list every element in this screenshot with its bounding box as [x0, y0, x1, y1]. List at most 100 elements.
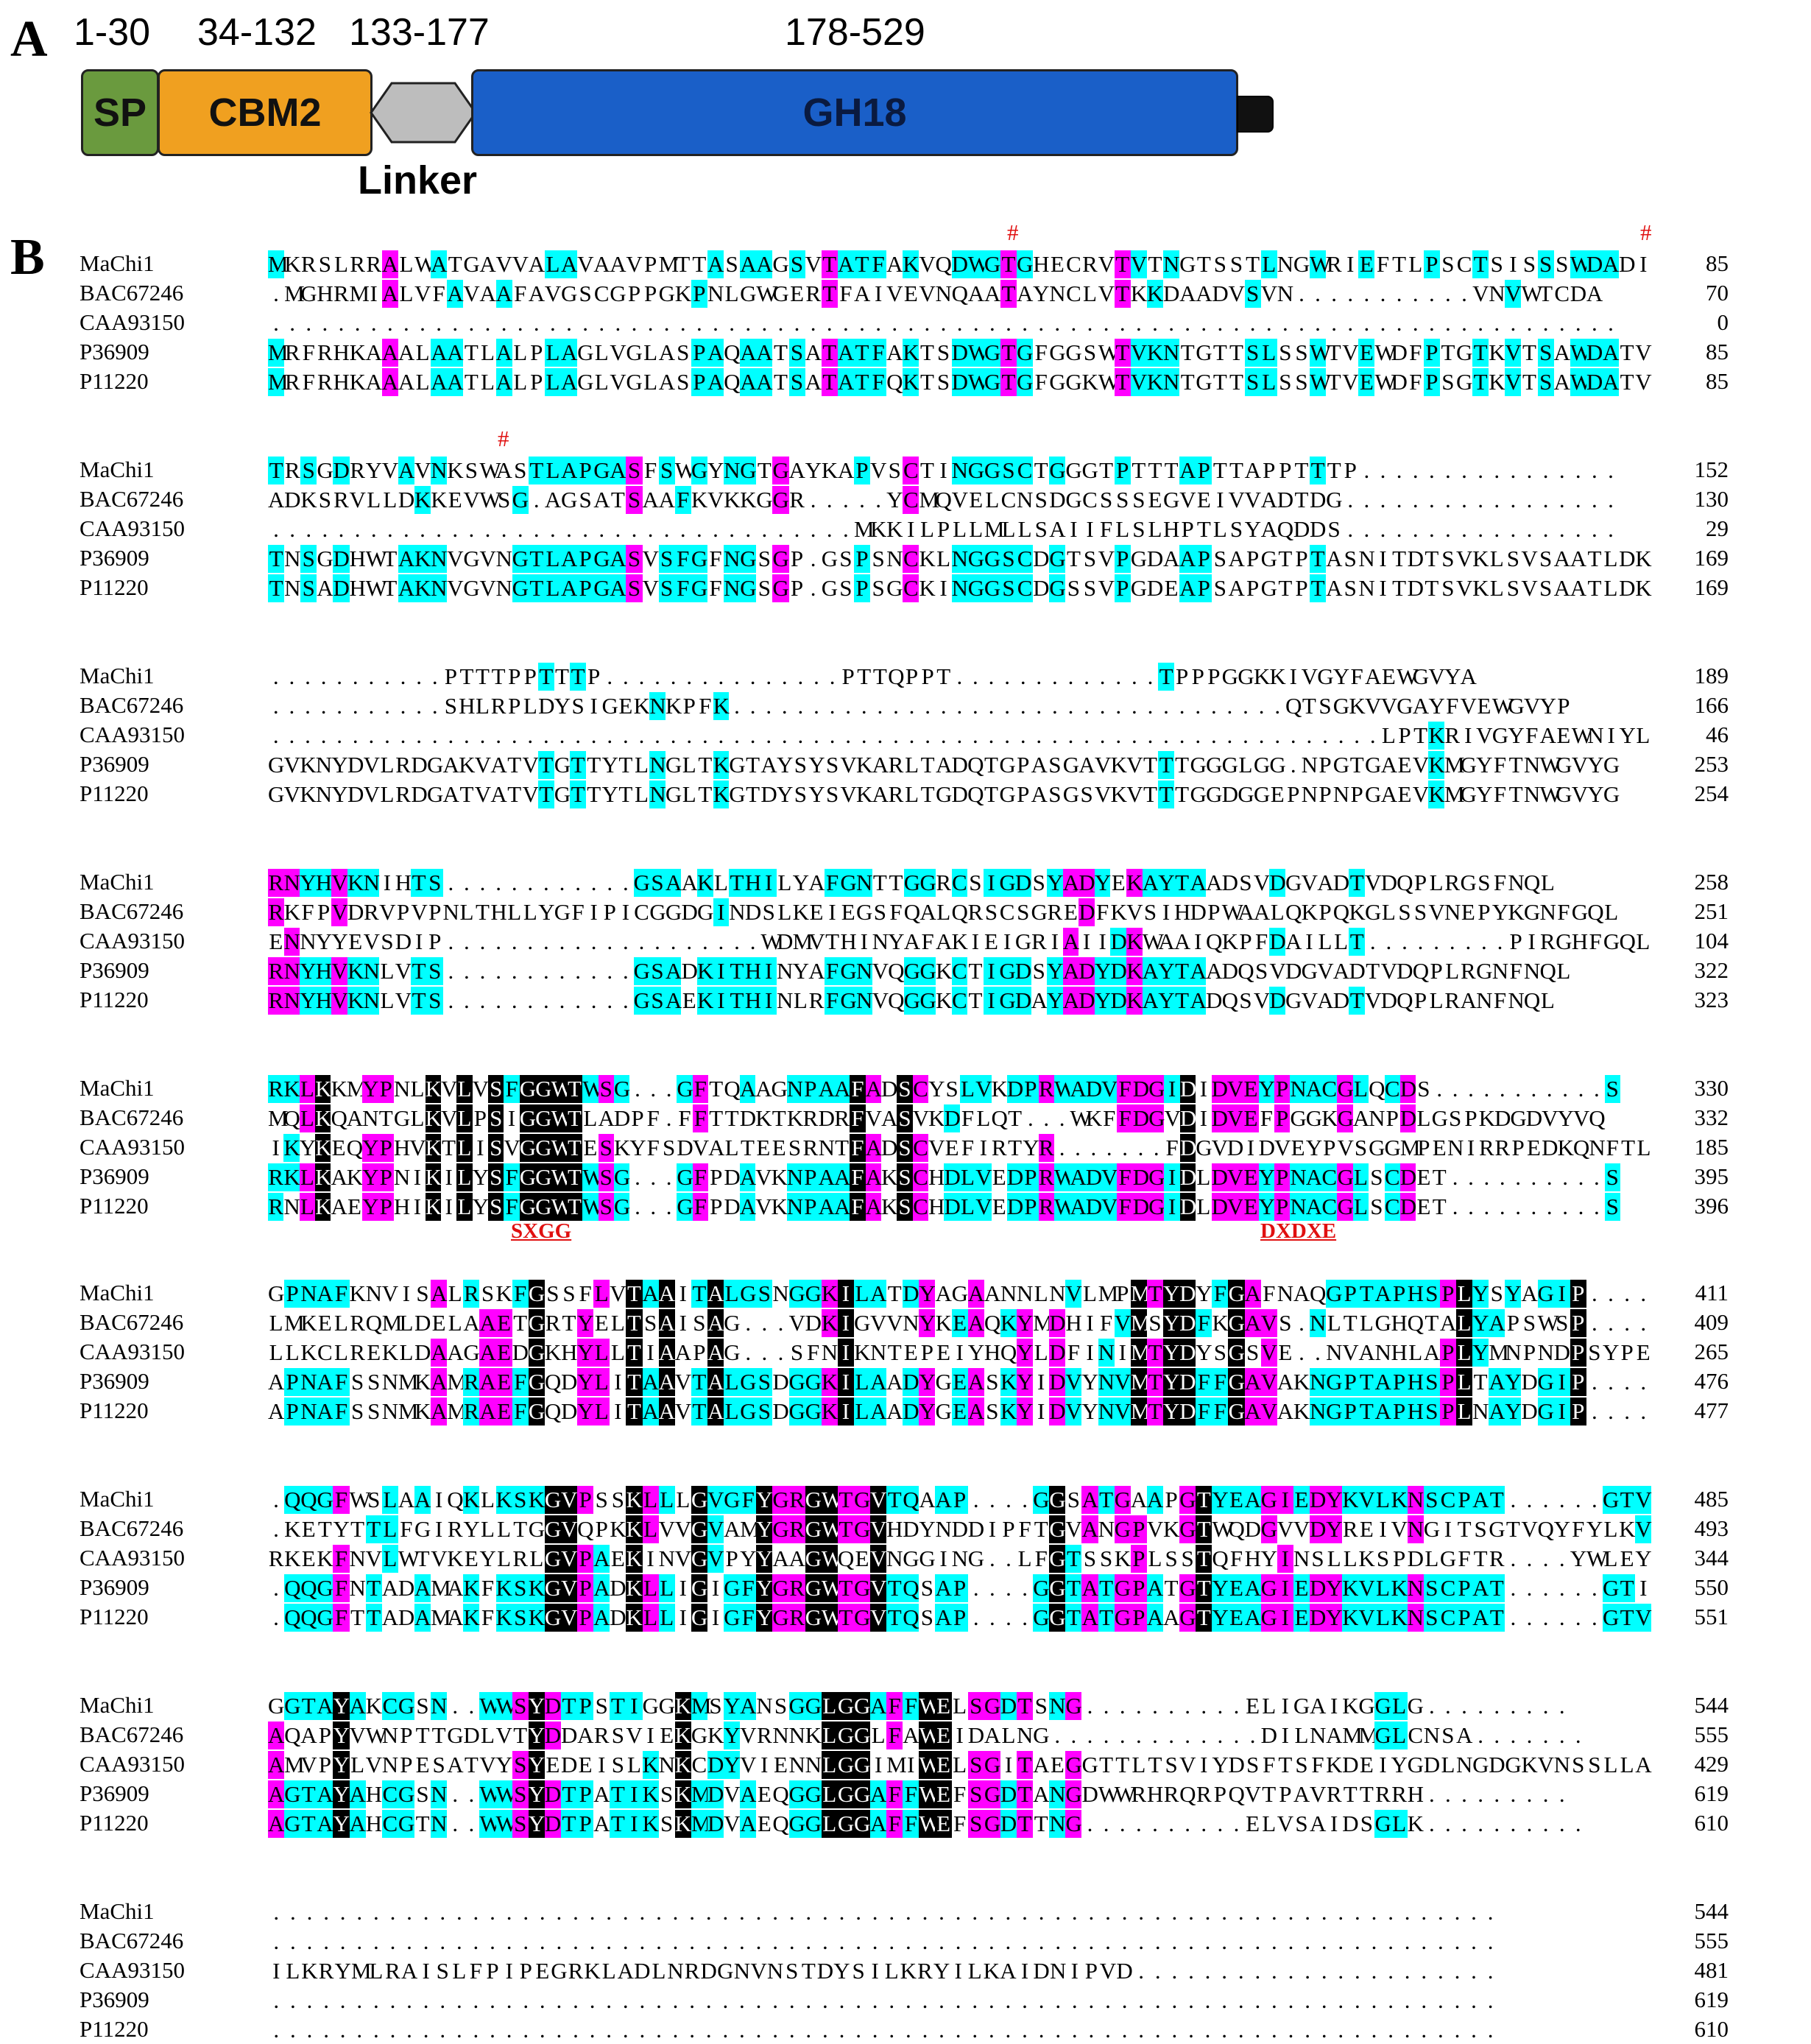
residue: C: [381, 1810, 398, 1838]
residue: P: [1423, 368, 1440, 396]
residue: .: [745, 1339, 752, 1365]
residue: Q: [903, 899, 921, 925]
residue: L: [459, 899, 474, 925]
residue: .: [745, 1310, 752, 1336]
residue: .: [739, 2017, 745, 2043]
residue: S: [1279, 1310, 1292, 1336]
residue: .: [1546, 1194, 1553, 1219]
residue: T: [1146, 1398, 1164, 1425]
residue: T: [1180, 339, 1195, 365]
residue: P: [1464, 1105, 1478, 1131]
residue: A: [1489, 1309, 1505, 1337]
residue: .: [1185, 1722, 1191, 1748]
residue: W: [479, 1810, 501, 1838]
residue: V: [381, 457, 399, 483]
residue: .: [1274, 693, 1281, 719]
residue: G: [535, 1104, 552, 1132]
residue: A: [837, 457, 855, 483]
residue: L: [593, 1368, 610, 1396]
residue: .: [1006, 1487, 1012, 1512]
residue: L: [1212, 516, 1227, 542]
residue: A: [1277, 1369, 1294, 1395]
residue: K: [626, 1545, 643, 1573]
residue: G: [544, 1604, 562, 1632]
residue: .: [788, 1987, 795, 2013]
residue: A: [414, 1486, 431, 1514]
residue: K: [805, 1722, 822, 1748]
sequence-row: L LKCLREKLDAAGAEDGKHYL L T I AAPAG... S FN I KNT E…: [268, 1339, 1651, 1367]
residue: V: [1358, 1604, 1375, 1632]
residue: D: [610, 1604, 626, 1630]
residue: L: [1374, 1574, 1391, 1602]
residue: .: [788, 1899, 795, 1925]
residue: E: [951, 1309, 968, 1337]
residue-count: 85: [1706, 368, 1729, 394]
residue: .: [1020, 722, 1026, 748]
residue: V: [1380, 958, 1397, 984]
residue: N: [951, 574, 968, 602]
residue: Y: [1081, 1369, 1098, 1395]
residue: I: [1164, 1075, 1180, 1103]
residue: N: [495, 546, 512, 571]
residue: Q: [1285, 693, 1302, 719]
residue: R: [1391, 1781, 1407, 1807]
residue: S: [897, 1075, 913, 1103]
residue: R: [936, 870, 952, 895]
residue: .: [845, 693, 852, 719]
residue: A: [756, 368, 773, 396]
residue: T: [1034, 457, 1048, 483]
residue: .: [1147, 663, 1154, 689]
residue: V: [1274, 1135, 1291, 1160]
residue: .: [1138, 1958, 1145, 1984]
residue: G: [426, 781, 444, 807]
residue: I: [507, 1105, 516, 1131]
residue: .: [1022, 1987, 1028, 2013]
sequence-name: P11220: [80, 1193, 149, 1219]
residue: S: [1246, 1752, 1260, 1777]
residue: V: [626, 1722, 643, 1748]
residue: M: [886, 1752, 907, 1777]
residue: .: [1494, 1722, 1500, 1748]
residue: .: [273, 281, 279, 306]
residue: F: [903, 1780, 919, 1808]
residue: S: [595, 1693, 608, 1719]
residue: T: [383, 575, 398, 601]
residue: G: [837, 1692, 855, 1720]
residue: .: [339, 1928, 346, 1954]
residue: .: [656, 2017, 662, 2043]
residue: F: [643, 457, 657, 483]
residue: G: [1460, 870, 1477, 895]
residue: .: [635, 1194, 640, 1219]
residue: P: [1002, 1516, 1015, 1542]
residue: P: [1114, 574, 1131, 602]
residue: G: [1332, 752, 1350, 778]
residue: .: [1338, 1958, 1344, 1984]
residue: P: [1023, 1193, 1039, 1221]
residue: T: [1196, 1545, 1212, 1573]
residue: V: [1635, 1486, 1652, 1514]
residue: W: [1310, 368, 1332, 396]
residue: A: [642, 1280, 659, 1308]
residue: S: [1474, 1516, 1487, 1542]
residue: A: [349, 1780, 366, 1808]
residue: F: [432, 281, 445, 306]
residue: V: [381, 1280, 399, 1306]
residue: D: [1079, 957, 1095, 985]
residue: .: [1542, 1546, 1549, 1571]
sequence-row: RNLKAEYPH I K I LYS FGGWTWSG... GF PDAVKNPAAFAK…: [268, 1193, 1620, 1221]
residue: N: [951, 1546, 968, 1571]
residue: P: [577, 1810, 594, 1838]
residue: V: [1391, 1516, 1408, 1542]
residue: E: [1278, 1339, 1293, 1365]
residue: D: [1391, 339, 1408, 365]
residue: L: [1132, 1752, 1146, 1777]
residue: A: [1489, 1398, 1505, 1425]
residue: K: [626, 1604, 643, 1632]
residue: M: [740, 1516, 760, 1542]
residue: H: [333, 369, 350, 395]
residue: F: [692, 1104, 709, 1132]
residue: A: [1602, 250, 1620, 278]
residue: S: [1213, 251, 1227, 277]
residue: S: [1213, 575, 1227, 601]
residue: V: [870, 1574, 887, 1602]
